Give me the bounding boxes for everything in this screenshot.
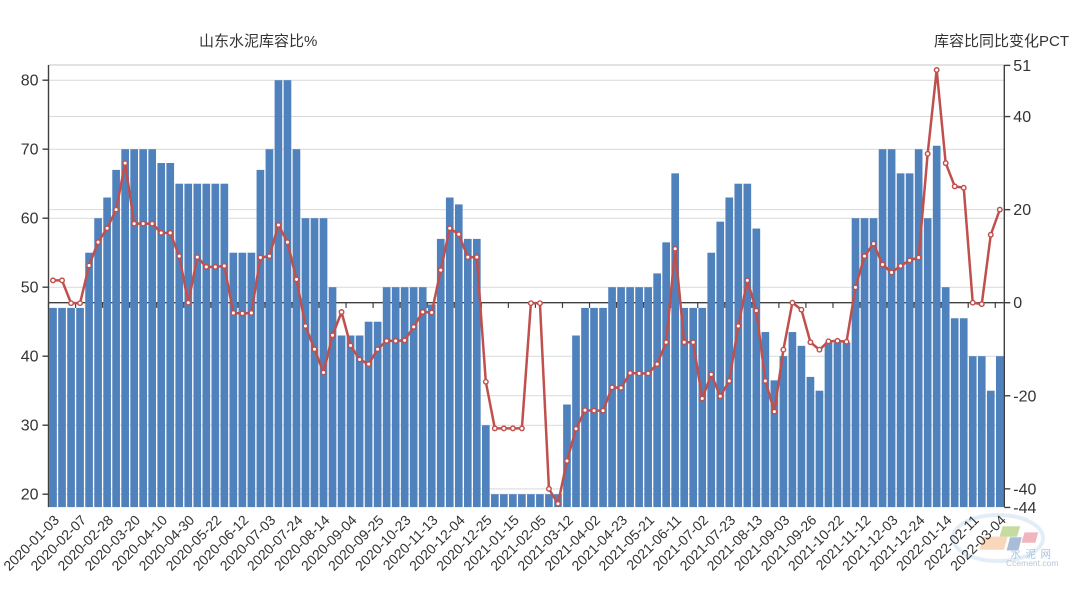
svg-text:80: 80 <box>21 73 39 90</box>
svg-text:60: 60 <box>21 211 39 228</box>
svg-text:-40: -40 <box>1013 481 1036 498</box>
svg-text:库容比同比变化PCT: 库容比同比变化PCT <box>934 33 1069 50</box>
svg-text:Ccement.com: Ccement.com <box>1006 558 1058 568</box>
svg-text:50: 50 <box>21 280 39 297</box>
svg-text:30: 30 <box>21 418 39 435</box>
svg-text:-44: -44 <box>1013 500 1036 517</box>
svg-text:山东水泥库容比%: 山东水泥库容比% <box>199 33 317 50</box>
svg-text:20: 20 <box>1013 202 1031 219</box>
svg-text:40: 40 <box>1013 109 1031 126</box>
svg-text:51: 51 <box>1013 58 1031 75</box>
svg-text:70: 70 <box>21 142 39 159</box>
svg-text:水泥网: 水泥网 <box>1011 548 1056 561</box>
svg-text:40: 40 <box>21 349 39 366</box>
svg-text:0: 0 <box>1013 295 1022 312</box>
svg-text:-20: -20 <box>1013 388 1036 405</box>
svg-text:20: 20 <box>21 487 39 504</box>
